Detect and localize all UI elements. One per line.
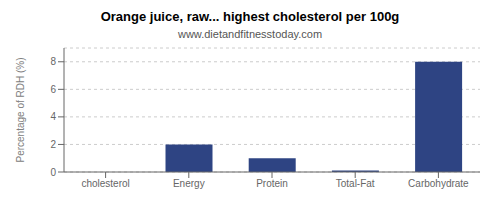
svg-text:8: 8 (50, 56, 56, 67)
svg-text:cholesterol: cholesterol (81, 178, 129, 189)
svg-text:Energy: Energy (173, 178, 205, 189)
svg-text:2: 2 (50, 139, 56, 150)
html-text:www.dietandfitnesstoday.com: www.dietandfitnesstoday.com (178, 28, 322, 40)
svg-text:Carbohydrate: Carbohydrate (408, 178, 469, 189)
svg-text:4: 4 (50, 111, 56, 122)
html-text:Orange juice, raw... highest c: Orange juice, raw... highest cholesterol… (100, 9, 400, 24)
svg-text:6: 6 (50, 84, 56, 95)
svg-text:Percentage of RDH (%): Percentage of RDH (%) (15, 57, 26, 162)
svg-text:Protein: Protein (256, 178, 288, 189)
svg-text:Total-Fat: Total-Fat (336, 178, 375, 189)
svg-text:0: 0 (50, 167, 56, 178)
